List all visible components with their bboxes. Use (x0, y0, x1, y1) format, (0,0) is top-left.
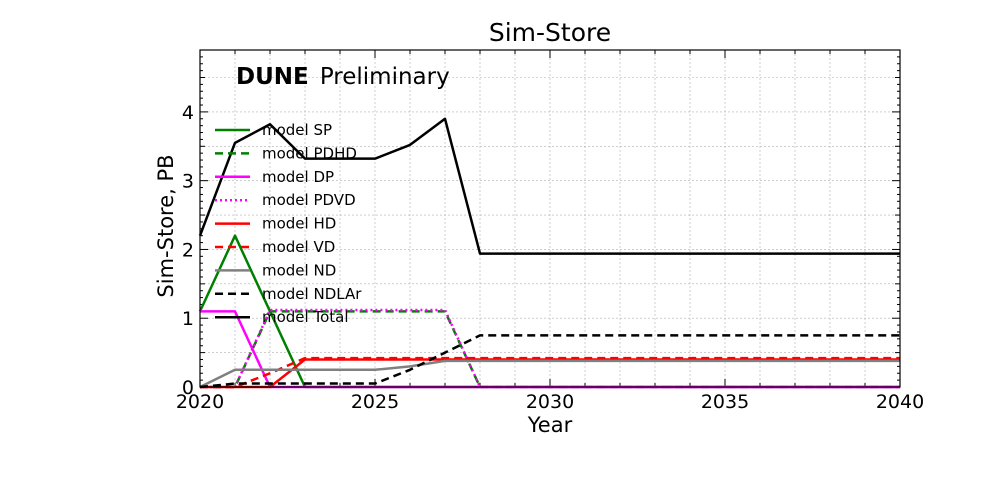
x-tick-label: 2030 (526, 391, 574, 413)
x-tick-label: 2035 (701, 391, 749, 413)
grid (199, 50, 901, 388)
legend-label: model PDHD (262, 144, 357, 162)
preliminary-text: Preliminary (320, 64, 450, 90)
x-tick-label: 2040 (876, 391, 924, 413)
series-line-model-hd (200, 358, 900, 389)
legend-label: model DP (262, 168, 334, 186)
x-axis-label: Year (527, 413, 573, 437)
y-tick-labels: 0 1 2 3 4 (182, 102, 194, 399)
dune-annotation: DUNE Preliminary (236, 64, 450, 90)
series-line-model-pdvd (200, 308, 900, 389)
legend-label: model NDLAr (262, 285, 362, 303)
y-axis-label: Sim-Store, PB (154, 154, 178, 297)
y-tick-label: 2 (182, 239, 194, 261)
legend-label: model ND (262, 261, 336, 279)
series-line-model-nd (199, 359, 900, 389)
legend-label: model VD (262, 238, 335, 256)
x-tick-label: 2025 (351, 391, 399, 413)
legend: model SP model PDHD model DP model PDVD mode… (215, 121, 362, 326)
svg-text:DUNE Preliminary: DUNE Preliminary (236, 64, 450, 90)
y-tick-label: 0 (182, 377, 194, 399)
y-tick-label: 3 (182, 171, 194, 193)
plot-frame (199, 49, 901, 388)
series-line-model-vd (200, 356, 900, 389)
x-tick-label: 2020 (176, 391, 224, 413)
y-tick-label: 1 (182, 308, 194, 330)
dune-brand-text: DUNE (236, 64, 309, 90)
x-tick-labels: 2020 2025 2030 2035 2040 (176, 391, 924, 413)
y-tick-label: 4 (182, 102, 194, 124)
chart-title: Sim-Store (489, 18, 611, 47)
legend-label: model PDVD (262, 191, 356, 209)
legend-label: model SP (262, 121, 332, 139)
series-line-model-total (198, 117, 900, 255)
legend-label: model HD (262, 215, 336, 233)
legend-label: model Total (262, 308, 349, 326)
